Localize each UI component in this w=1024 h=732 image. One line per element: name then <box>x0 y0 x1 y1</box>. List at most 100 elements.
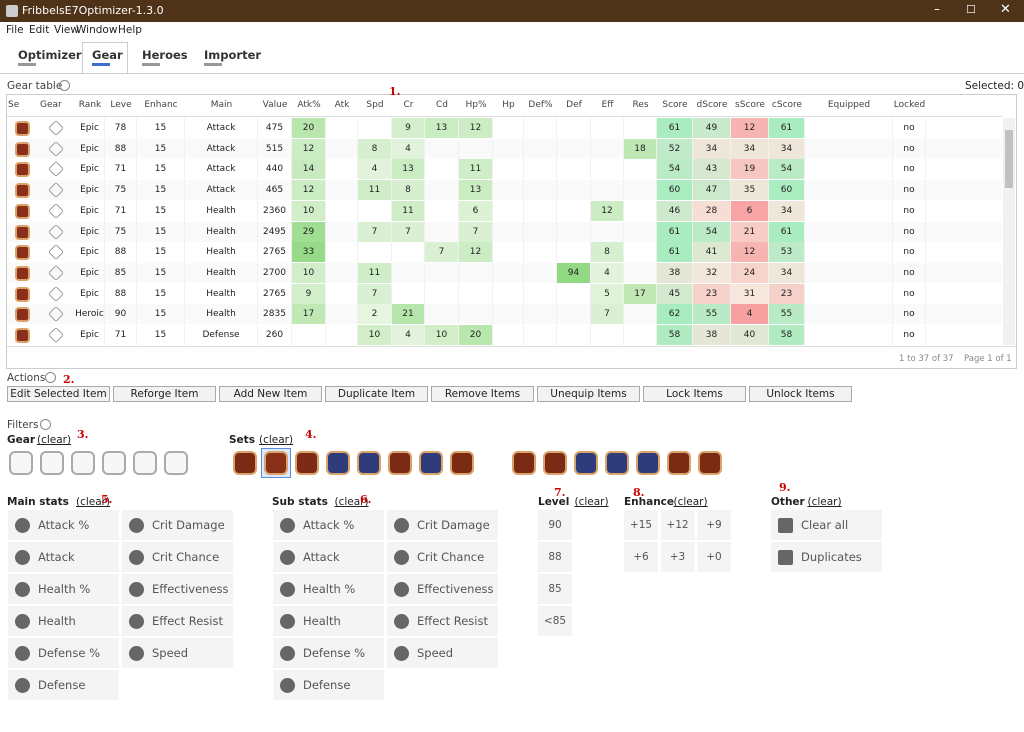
table-cell[interactable] <box>392 262 425 283</box>
table-cell[interactable] <box>591 118 624 138</box>
table-cell[interactable]: 45 <box>657 283 693 304</box>
table-cell[interactable] <box>493 325 524 345</box>
table-cell[interactable] <box>805 138 893 159</box>
table-cell[interactable]: 6 <box>731 200 769 221</box>
action-button[interactable]: Remove Items <box>431 386 534 402</box>
table-cell[interactable] <box>557 180 591 201</box>
table-cell[interactable] <box>557 283 591 304</box>
table-cell[interactable]: 2360 <box>258 200 292 221</box>
table-cell[interactable]: 440 <box>258 159 292 180</box>
table-cell[interactable]: 12 <box>591 200 624 221</box>
table-cell[interactable]: Attack <box>185 159 258 180</box>
table-cell[interactable] <box>805 242 893 263</box>
set-filter[interactable] <box>295 451 319 475</box>
table-cell[interactable]: 52 <box>657 138 693 159</box>
table-cell[interactable]: 61 <box>657 221 693 242</box>
action-button[interactable]: Unlock Items <box>749 386 852 402</box>
table-cell[interactable]: Epic <box>75 138 105 159</box>
action-button[interactable]: Add New Item <box>219 386 322 402</box>
table-cell[interactable]: 465 <box>258 180 292 201</box>
table-cell[interactable] <box>591 138 624 159</box>
enhance-option[interactable]: +9 <box>697 510 731 540</box>
table-cell[interactable] <box>524 180 557 201</box>
table-cell[interactable]: 60 <box>657 180 693 201</box>
table-cell[interactable]: 4 <box>358 159 392 180</box>
enhance-option[interactable]: +6 <box>624 542 658 572</box>
table-cell[interactable]: 7 <box>591 304 624 325</box>
table-cell[interactable]: 2495 <box>258 221 292 242</box>
enhance-option[interactable]: +3 <box>660 542 695 572</box>
table-cell[interactable]: 9 <box>392 118 425 138</box>
table-cell[interactable]: 2765 <box>258 242 292 263</box>
table-cell[interactable]: Attack <box>185 118 258 138</box>
table-cell[interactable]: Health <box>185 242 258 263</box>
table-cell[interactable]: 11 <box>358 180 392 201</box>
table-cell[interactable] <box>493 283 524 304</box>
table-cell[interactable] <box>524 200 557 221</box>
table-cell[interactable]: 61 <box>769 118 805 138</box>
table-cell[interactable]: 15 <box>137 159 185 180</box>
table-cell[interactable]: 90 <box>105 304 137 325</box>
table-cell[interactable]: 46 <box>657 200 693 221</box>
menu-item[interactable]: Help <box>118 24 142 36</box>
table-cell[interactable]: 17 <box>292 304 326 325</box>
clear-link[interactable]: (clear) <box>574 496 609 508</box>
table-cell[interactable] <box>591 221 624 242</box>
table-cell[interactable]: 61 <box>769 221 805 242</box>
table-cell[interactable]: 12 <box>459 118 493 138</box>
table-cell[interactable] <box>392 242 425 263</box>
table-cell[interactable]: 515 <box>258 138 292 159</box>
table-cell[interactable] <box>326 221 358 242</box>
stat-option[interactable]: Defense <box>273 670 384 700</box>
table-cell[interactable]: 19 <box>731 159 769 180</box>
table-cell[interactable]: no <box>893 200 926 221</box>
table-cell[interactable]: 17 <box>624 283 657 304</box>
table-cell[interactable]: 12 <box>292 180 326 201</box>
table-cell[interactable]: 4 <box>591 262 624 283</box>
table-cell[interactable]: 12 <box>731 242 769 263</box>
table-cell[interactable]: Epic <box>75 200 105 221</box>
table-cell[interactable]: 28 <box>693 200 731 221</box>
table-cell[interactable]: 15 <box>137 325 185 345</box>
table-cell[interactable]: 55 <box>769 304 805 325</box>
table-cell[interactable]: 34 <box>769 138 805 159</box>
table-cell[interactable]: 15 <box>137 242 185 263</box>
table-cell[interactable] <box>805 221 893 242</box>
action-button[interactable]: Edit Selected Item <box>7 386 110 402</box>
maximize[interactable]: ☐ <box>966 3 976 16</box>
table-cell[interactable]: Epic <box>75 159 105 180</box>
table-cell[interactable]: 2 <box>358 304 392 325</box>
table-cell[interactable]: Heroic <box>75 304 105 325</box>
clear-link[interactable]: (clear) <box>807 496 842 508</box>
table-cell[interactable]: 88 <box>105 242 137 263</box>
table-cell[interactable] <box>326 304 358 325</box>
table-cell[interactable]: 24 <box>731 262 769 283</box>
table-cell[interactable]: no <box>893 325 926 345</box>
table-cell[interactable] <box>425 138 459 159</box>
set-filter[interactable] <box>636 451 660 475</box>
table-cell[interactable]: 8 <box>358 138 392 159</box>
table-cell[interactable]: 55 <box>693 304 731 325</box>
set-filter[interactable] <box>543 451 567 475</box>
table-cell[interactable]: 11 <box>459 159 493 180</box>
table-cell[interactable] <box>425 200 459 221</box>
table-cell[interactable]: no <box>893 242 926 263</box>
table-cell[interactable]: 94 <box>557 262 591 283</box>
table-cell[interactable] <box>459 262 493 283</box>
table-cell[interactable] <box>425 262 459 283</box>
gear-filter[interactable] <box>133 451 157 475</box>
table-cell[interactable]: 71 <box>105 200 137 221</box>
table-cell[interactable]: 53 <box>769 242 805 263</box>
menu-item[interactable]: File <box>6 24 24 36</box>
table-cell[interactable] <box>624 242 657 263</box>
table-cell[interactable]: 260 <box>258 325 292 345</box>
table-cell[interactable]: 75 <box>105 180 137 201</box>
table-cell[interactable]: Epic <box>75 221 105 242</box>
table-cell[interactable] <box>805 304 893 325</box>
gear-filter[interactable] <box>164 451 188 475</box>
table-cell[interactable] <box>805 180 893 201</box>
table-cell[interactable]: 7 <box>358 221 392 242</box>
set-filter[interactable] <box>419 451 443 475</box>
set-filter[interactable] <box>667 451 691 475</box>
table-cell[interactable]: Attack <box>185 138 258 159</box>
